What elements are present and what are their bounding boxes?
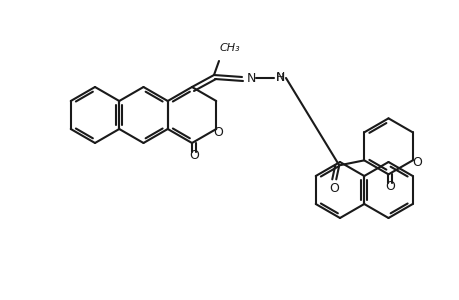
- Text: H: H: [275, 73, 284, 83]
- Text: O: O: [385, 180, 395, 193]
- Text: O: O: [213, 125, 223, 139]
- Text: N: N: [275, 70, 285, 83]
- Text: O: O: [329, 182, 338, 195]
- Text: O: O: [411, 156, 421, 169]
- Text: O: O: [189, 148, 198, 161]
- Text: CH₃: CH₃: [219, 43, 240, 53]
- Text: N: N: [246, 71, 256, 85]
